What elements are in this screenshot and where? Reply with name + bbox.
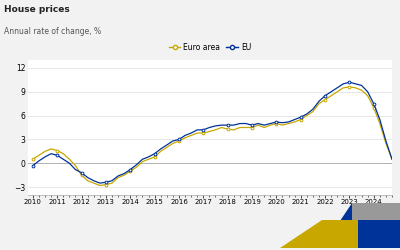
Text: Annual rate of change, %: Annual rate of change, %: [4, 28, 101, 36]
Text: House prices: House prices: [4, 5, 70, 14]
Polygon shape: [352, 202, 400, 220]
Polygon shape: [322, 202, 400, 248]
Legend: Euro area, EU: Euro area, EU: [166, 40, 254, 55]
Polygon shape: [280, 220, 358, 248]
